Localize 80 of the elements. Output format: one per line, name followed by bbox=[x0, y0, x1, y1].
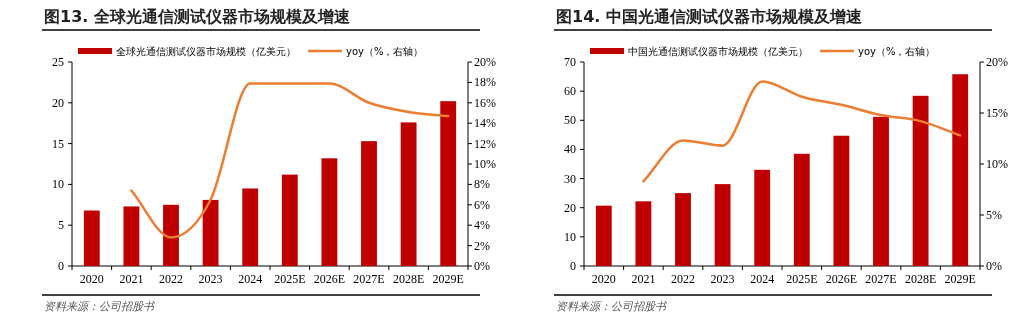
bar bbox=[400, 122, 417, 266]
x-tick-label: 2020 bbox=[591, 272, 616, 286]
x-tick-label: 2029E bbox=[944, 272, 976, 286]
x-tick-label: 2024 bbox=[238, 272, 263, 286]
y2-tick-label: 10% bbox=[986, 157, 1008, 171]
y-tick-label: 20 bbox=[564, 200, 576, 215]
y-tick-label: 15 bbox=[52, 136, 64, 151]
bar bbox=[793, 153, 810, 266]
y2-tick-label: 5% bbox=[986, 208, 1002, 222]
legend-label: yoy（%，右轴） bbox=[858, 46, 936, 57]
x-tick-label: 2022 bbox=[159, 272, 183, 286]
bar bbox=[595, 205, 612, 266]
bar bbox=[163, 204, 179, 266]
y2-tick-label: 8% bbox=[474, 177, 490, 192]
x-tick-label: 2026E bbox=[313, 272, 346, 286]
y2-tick-label: 15% bbox=[986, 106, 1008, 120]
chart-title: 图14. 中国光通信测试仪器市场规模及增速 bbox=[556, 7, 863, 26]
y-tick-label: 60 bbox=[564, 84, 576, 99]
y-tick-label: 70 bbox=[564, 55, 576, 69]
bar bbox=[833, 135, 850, 266]
legend-label: 中国光通信测试仪器市场规模（亿美元） bbox=[628, 46, 808, 57]
bar bbox=[83, 210, 100, 266]
y-tick-label: 5 bbox=[58, 218, 64, 233]
y2-tick-label: 16% bbox=[474, 95, 496, 110]
text: 资料来源：公司招股书 bbox=[44, 300, 156, 313]
bar bbox=[952, 74, 969, 266]
y-tick-label: 10 bbox=[564, 229, 576, 244]
bar bbox=[321, 158, 338, 266]
y2-tick-label: 12% bbox=[474, 136, 496, 151]
y2-tick-label: 14% bbox=[474, 116, 496, 131]
bar bbox=[754, 169, 771, 266]
x-tick-label: 2020 bbox=[79, 272, 104, 286]
x-tick-label: 2027E bbox=[353, 272, 385, 286]
y-tick-label: 20 bbox=[52, 95, 64, 110]
chart-title: 图13. 全球光通信测试仪器市场规模及增速 bbox=[44, 7, 351, 26]
x-tick-label: 2028E bbox=[392, 272, 425, 286]
y2-tick-label: 0% bbox=[986, 259, 1002, 273]
x-tick-label: 2025E bbox=[786, 272, 818, 286]
y-tick-label: 40 bbox=[564, 142, 576, 157]
y-tick-label: 10 bbox=[52, 177, 64, 192]
x-tick-label: 2029E bbox=[432, 272, 464, 286]
y2-tick-label: 20% bbox=[474, 55, 496, 69]
bar bbox=[714, 184, 731, 266]
bar bbox=[675, 193, 691, 266]
x-tick-label: 2027E bbox=[865, 272, 897, 286]
x-tick-label: 2023 bbox=[198, 272, 223, 286]
y-tick-label: 50 bbox=[564, 113, 576, 128]
x-tick-label: 2021 bbox=[631, 272, 656, 286]
bar bbox=[281, 174, 298, 266]
bar bbox=[202, 199, 219, 266]
y2-tick-label: 0% bbox=[474, 259, 490, 273]
legend-label: yoy（%，右轴） bbox=[346, 46, 424, 57]
line-series bbox=[130, 82, 450, 239]
y2-tick-label: 4% bbox=[474, 218, 490, 233]
x-tick-label: 2026E bbox=[825, 272, 858, 286]
x-tick-label: 2023 bbox=[710, 272, 735, 286]
y2-tick-label: 18% bbox=[474, 75, 496, 90]
x-tick-label: 2028E bbox=[904, 272, 937, 286]
text: 资料来源：公司招股书 bbox=[556, 300, 668, 313]
y2-tick-label: 10% bbox=[474, 157, 496, 171]
y2-tick-label: 6% bbox=[474, 197, 490, 212]
bar bbox=[440, 101, 457, 266]
x-tick-label: 2021 bbox=[119, 272, 144, 286]
y2-tick-label: 20% bbox=[986, 55, 1008, 69]
bar bbox=[873, 116, 889, 266]
y-tick-label: 0 bbox=[58, 259, 64, 273]
x-tick-label: 2025E bbox=[274, 272, 306, 286]
legend-label: 全球光通信测试仪器市场规模（亿美元） bbox=[116, 46, 296, 57]
bar bbox=[123, 206, 140, 266]
y-tick-label: 0 bbox=[570, 259, 576, 273]
y-tick-label: 30 bbox=[564, 171, 576, 186]
bar bbox=[242, 188, 259, 266]
x-tick-label: 2024 bbox=[750, 272, 775, 286]
bar bbox=[635, 201, 652, 266]
x-tick-label: 2022 bbox=[671, 272, 695, 286]
bar bbox=[912, 95, 929, 266]
bar bbox=[361, 141, 377, 266]
y2-tick-label: 2% bbox=[474, 238, 490, 253]
y-tick-label: 25 bbox=[52, 55, 64, 69]
line-series bbox=[642, 80, 962, 183]
